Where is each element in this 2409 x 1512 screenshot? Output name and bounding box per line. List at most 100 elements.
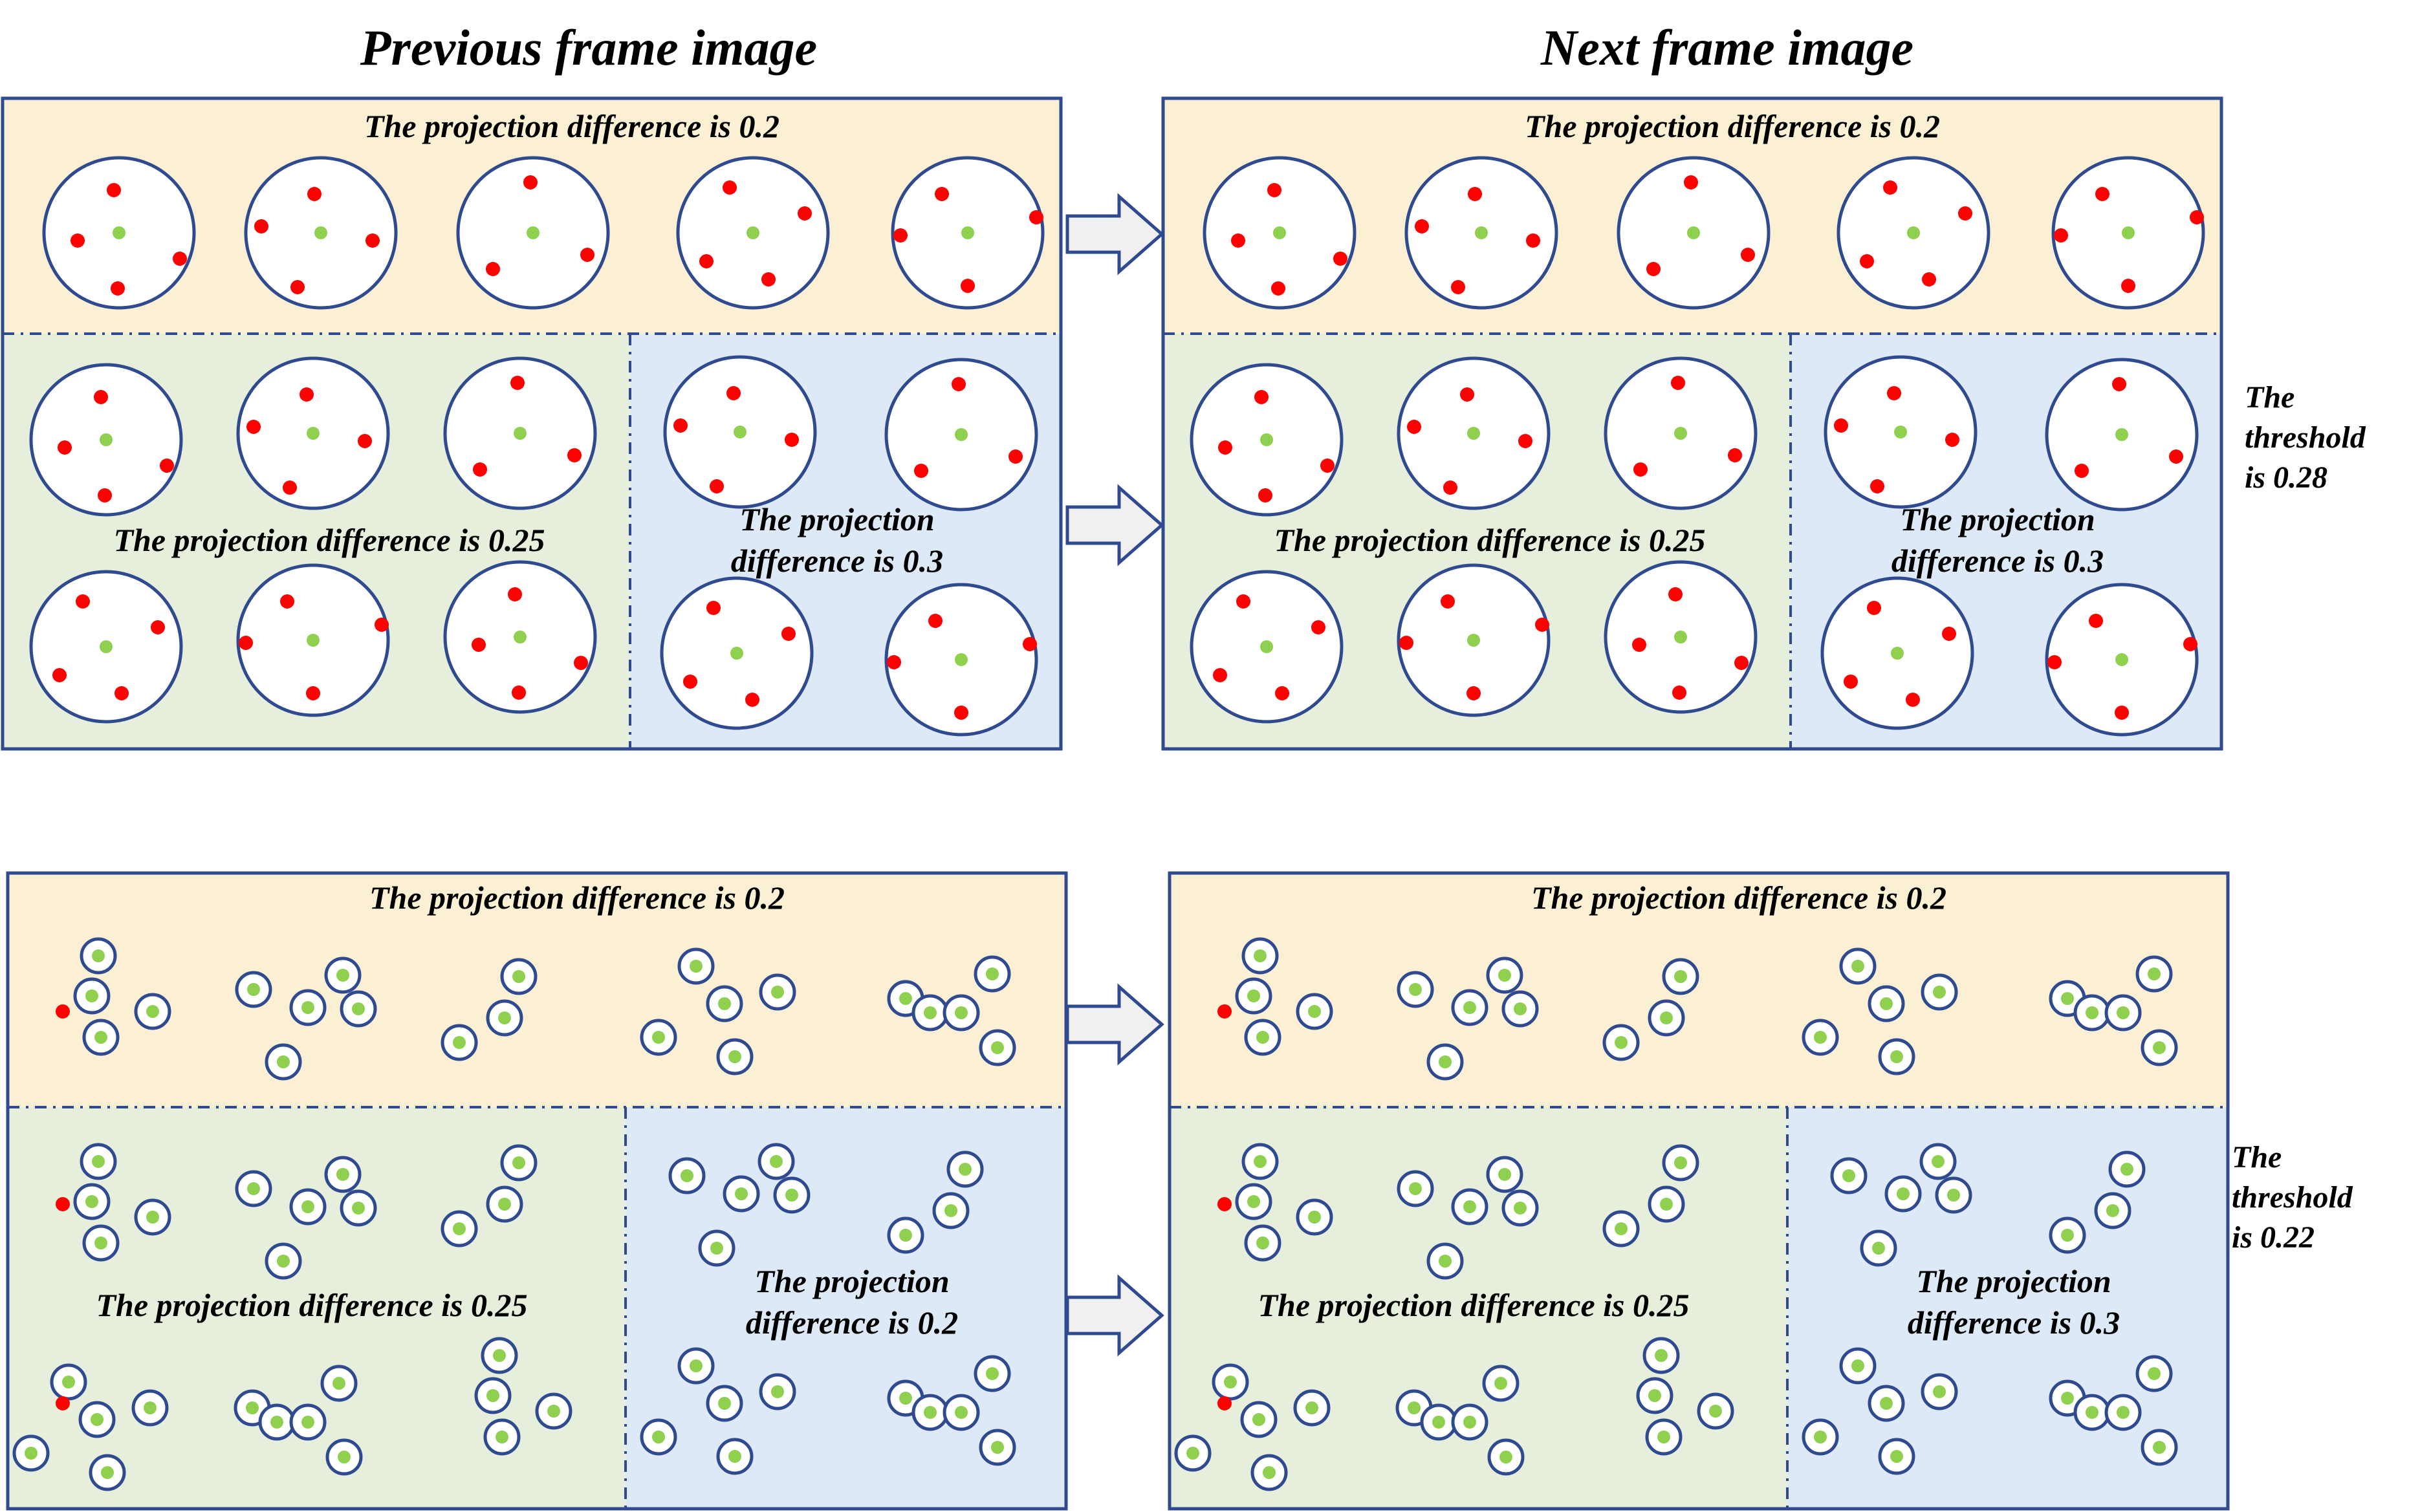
green-point bbox=[270, 1416, 283, 1429]
red-point bbox=[1468, 187, 1482, 201]
blue-keypoint-circle bbox=[884, 583, 1038, 737]
red-point bbox=[2095, 187, 2109, 201]
red-point bbox=[111, 281, 125, 296]
svg-text:is 0.22: is 0.22 bbox=[2232, 1220, 2315, 1255]
green-point bbox=[1475, 226, 1488, 239]
label-line: The projection bbox=[754, 1263, 949, 1299]
red-point bbox=[914, 464, 928, 478]
panel-top-previous: The projection difference is 0.2 The proj… bbox=[1, 96, 1063, 751]
green-point bbox=[1432, 1416, 1445, 1429]
keypoint-cluster bbox=[1636, 1337, 1734, 1456]
green-point bbox=[718, 997, 731, 1010]
red-point bbox=[893, 228, 908, 243]
green-point bbox=[2117, 1006, 2130, 1019]
red-point bbox=[160, 459, 174, 473]
green-keypoint-circle bbox=[29, 570, 183, 724]
green-point bbox=[955, 653, 968, 666]
green-point bbox=[277, 1255, 290, 1268]
green-point bbox=[986, 1367, 999, 1380]
green-point bbox=[924, 1006, 937, 1019]
green-keypoint-circle bbox=[1604, 356, 1758, 510]
red-point bbox=[574, 656, 588, 670]
red-point bbox=[1460, 387, 1474, 402]
green-point bbox=[113, 226, 125, 239]
keypoint-cluster bbox=[1235, 1143, 1333, 1262]
green-point bbox=[1660, 1011, 1673, 1024]
red-point bbox=[254, 219, 268, 233]
green-point bbox=[1263, 1466, 1276, 1479]
green-point bbox=[1897, 1187, 1910, 1200]
red-point bbox=[1906, 693, 1920, 707]
panel-border bbox=[6, 871, 1068, 1511]
red-point bbox=[1922, 272, 1936, 286]
red-point bbox=[1236, 594, 1250, 609]
red-point bbox=[151, 620, 165, 634]
green-point bbox=[2061, 1392, 2074, 1405]
red-point bbox=[300, 387, 314, 402]
green-point bbox=[924, 1406, 937, 1419]
green-point bbox=[1894, 426, 1907, 438]
red-point bbox=[375, 618, 389, 632]
red-point bbox=[954, 706, 968, 720]
green-point bbox=[1260, 640, 1273, 653]
keypoint-cluster bbox=[2049, 1150, 2146, 1254]
red-point bbox=[1271, 281, 1285, 296]
keypoint-cluster bbox=[640, 1347, 796, 1475]
green-point bbox=[1467, 427, 1480, 440]
panel-bottom-next: The projection difference is 0.2 The proj… bbox=[1168, 871, 2230, 1511]
red-point bbox=[473, 462, 487, 477]
keypoint-cluster bbox=[235, 956, 377, 1081]
green-point bbox=[498, 1011, 511, 1024]
green-point bbox=[91, 1413, 104, 1426]
green-region-label: The projection difference is 0.25 bbox=[96, 1287, 527, 1323]
green-point bbox=[514, 427, 527, 440]
red-point bbox=[56, 1004, 70, 1019]
red-point bbox=[1883, 180, 1897, 195]
red-point bbox=[1867, 601, 1881, 615]
red-point bbox=[280, 594, 294, 609]
red-point bbox=[1942, 627, 1956, 641]
green-point bbox=[1256, 1031, 1269, 1044]
red-point bbox=[1441, 594, 1455, 609]
transition-arrows bbox=[1065, 193, 1164, 1357]
green-point bbox=[247, 983, 260, 996]
right-arrow-icon bbox=[1065, 983, 1164, 1066]
green-point bbox=[728, 1050, 741, 1063]
green-point bbox=[1851, 960, 1864, 973]
panel-top-next: The projection difference is 0.2 The proj… bbox=[1161, 96, 2223, 751]
yellow-keypoint-circle bbox=[42, 156, 196, 310]
red-point bbox=[1213, 668, 1227, 682]
green-point bbox=[62, 1376, 75, 1388]
red-point bbox=[1451, 280, 1465, 294]
blue-keypoint-circle bbox=[2045, 358, 2199, 512]
green-point bbox=[1408, 1401, 1421, 1414]
yellow-keypoint-circle bbox=[676, 156, 830, 310]
green-point bbox=[2061, 992, 2074, 1005]
green-point bbox=[352, 1202, 365, 1215]
green-keypoint-circle bbox=[1397, 563, 1551, 717]
green-point bbox=[1273, 226, 1286, 239]
green-point bbox=[718, 1397, 731, 1410]
red-point bbox=[1443, 481, 1457, 495]
green-point bbox=[1872, 1242, 1885, 1255]
red-point bbox=[1217, 1197, 1232, 1211]
yellow-keypoint-circle bbox=[1404, 156, 1558, 310]
green-point bbox=[527, 226, 540, 239]
green-point bbox=[144, 1401, 157, 1414]
green-point bbox=[2115, 428, 2128, 441]
green-point bbox=[991, 1041, 1004, 1054]
red-point bbox=[745, 693, 759, 707]
red-point bbox=[1526, 233, 1540, 248]
svg-text:is 0.28: is 0.28 bbox=[2245, 460, 2327, 495]
red-point bbox=[512, 686, 526, 700]
red-point bbox=[1320, 459, 1335, 473]
keypoint-cluster bbox=[1397, 956, 1539, 1081]
yellow-region-label: The projection difference is 0.2 bbox=[369, 880, 785, 916]
green-point bbox=[771, 986, 784, 999]
green-point bbox=[1947, 1189, 1960, 1202]
keypoint-cluster bbox=[1802, 947, 1958, 1075]
green-point bbox=[1409, 983, 1422, 996]
keypoint-cluster bbox=[441, 1144, 538, 1247]
svg-text:threshold: threshold bbox=[2245, 420, 2366, 455]
green-point bbox=[1260, 433, 1273, 446]
